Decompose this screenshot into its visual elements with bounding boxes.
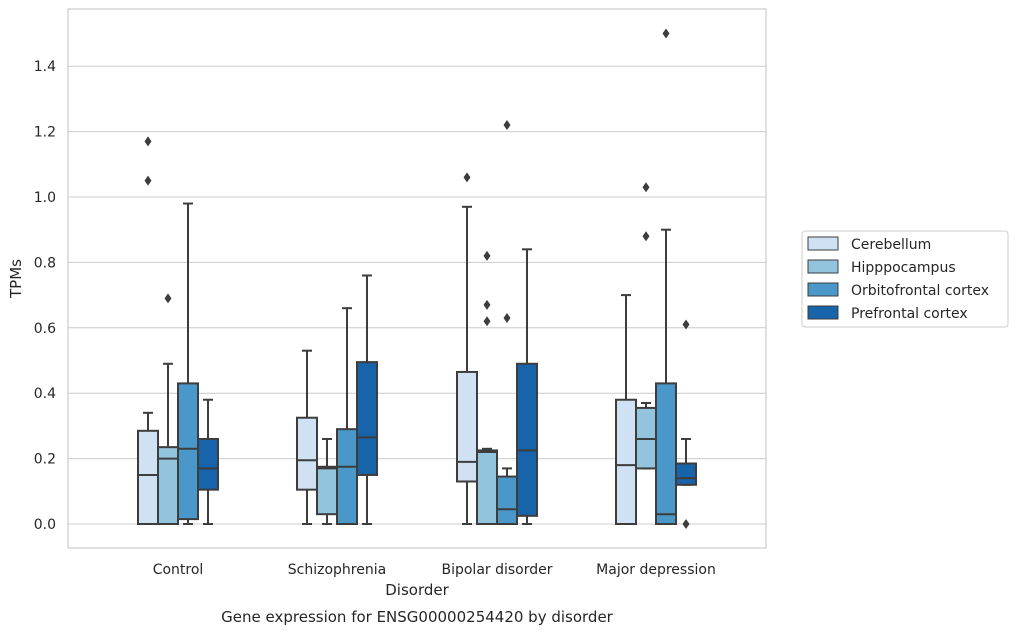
legend-label: Orbitofrontal cortex [851, 283, 989, 299]
plot-frame [67, 8, 767, 549]
boxes [137, 28, 697, 529]
x-tick-label: Schizophrenia [288, 562, 386, 578]
box-body [615, 398, 637, 525]
box-orbitofrontal-cortex [336, 307, 358, 526]
box-cerebellum [456, 172, 478, 525]
box-hipppocampus [316, 437, 338, 525]
figure-caption: Gene expression for ENSG00000254420 by d… [221, 608, 614, 626]
y-tick-label: 0.6 [34, 321, 56, 337]
y-tick-label: 1.4 [34, 59, 56, 75]
legend-frame [801, 230, 1009, 328]
y-tick-label: 1.0 [34, 190, 56, 206]
box-prefrontal-cortex [197, 398, 219, 525]
box-hipppocampus [476, 250, 498, 525]
legend-swatch [807, 236, 839, 251]
outlier-point [483, 316, 491, 327]
outlier-point [463, 172, 471, 183]
x-tick-labels: Control Schizophrenia Bipolar disorder Majo… [153, 562, 716, 578]
y-tick-label: 0.8 [34, 255, 56, 271]
legend-label: Prefrontal cortex [851, 306, 968, 322]
legend-swatch [807, 259, 839, 274]
box-prefrontal-cortex [356, 274, 378, 525]
box-body [516, 362, 538, 517]
outlier-point [483, 250, 491, 261]
y-tick-label: 1.2 [34, 125, 56, 141]
box-hipppocampus [157, 293, 179, 525]
box-body [336, 428, 358, 526]
box-body [496, 475, 518, 525]
y-tick-label: 0.2 [34, 452, 56, 468]
box-body [456, 370, 478, 483]
y-tick-label: 0.0 [34, 517, 56, 533]
x-axis-label: Disorder [385, 581, 449, 599]
outlier-point [483, 299, 491, 310]
box-body [476, 449, 498, 525]
y-tick-label: 0.4 [34, 386, 56, 402]
box-body [296, 416, 318, 491]
y-tick-labels: 0.0 0.2 0.4 0.6 0.8 1.0 1.2 1.4 [34, 59, 56, 533]
legend-label: Cerebellum [851, 237, 931, 253]
box-prefrontal-cortex [516, 248, 538, 525]
outlier-point [642, 231, 650, 242]
outlier-point [503, 120, 511, 131]
box-body [356, 361, 378, 476]
outlier-point [144, 175, 152, 186]
legend-swatch [807, 305, 839, 320]
box-body [655, 382, 677, 526]
box-cerebellum [615, 294, 637, 525]
box-orbitofrontal-cortex [177, 202, 199, 525]
outlier-point [682, 319, 690, 330]
legend-swatch [807, 282, 839, 297]
outlier-point [164, 293, 172, 304]
outlier-point [503, 312, 511, 323]
y-axis-label: TPMs [7, 259, 25, 299]
box-body [177, 382, 199, 521]
outlier-point [144, 136, 152, 147]
legend-label: Hipppocampus [851, 260, 956, 276]
outlier-point [682, 519, 690, 529]
box-body [675, 462, 697, 486]
box-body [197, 437, 219, 491]
x-tick-label: Control [153, 562, 204, 578]
outlier-point [642, 182, 650, 193]
legend: Cerebellum Hipppocampus Orbitofrontal cort… [801, 230, 1009, 328]
box-body [316, 465, 338, 516]
box-prefrontal-cortex [675, 319, 697, 529]
box-orbitofrontal-cortex [496, 120, 518, 525]
x-tick-label: Bipolar disorder [441, 562, 552, 578]
x-tick-label: Major depression [596, 562, 716, 578]
outlier-point [662, 28, 670, 39]
box-cerebellum [137, 136, 159, 525]
box-orbitofrontal-cortex [655, 28, 677, 526]
box-body [137, 429, 159, 525]
box-hipppocampus [635, 182, 657, 470]
box-cerebellum [296, 349, 318, 525]
